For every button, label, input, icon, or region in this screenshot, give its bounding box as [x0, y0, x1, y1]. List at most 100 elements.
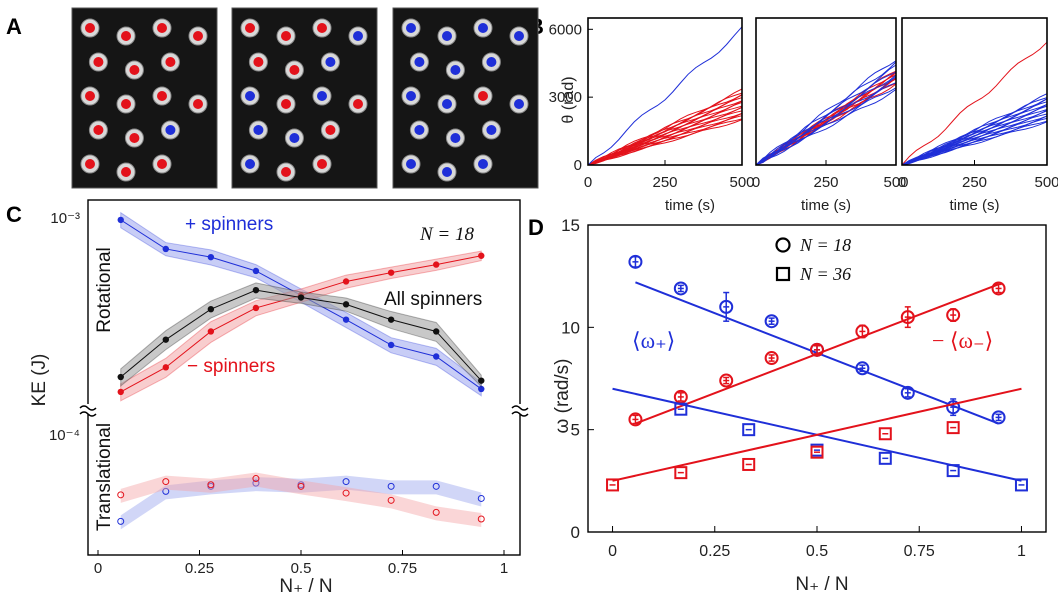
spinner-cap [245, 91, 255, 101]
panel-d-point [900, 385, 915, 400]
panel-c-point [117, 373, 124, 381]
panel-b-trace [755, 60, 897, 166]
panel-d-ylabel: ω (rad/s) [552, 358, 573, 433]
panel-d-point [946, 308, 961, 323]
spinner-cap [486, 57, 497, 67]
panel-c-point [387, 269, 395, 276]
label-omega-plus: ⟨ω₊⟩ [632, 328, 675, 353]
panel-d-point [810, 342, 824, 357]
panel-d-ytick: 5 [571, 421, 580, 440]
panel-b-xlabel-2: time (s) [801, 197, 851, 214]
panel-d-point [900, 310, 915, 325]
axis-break-mark [79, 405, 97, 417]
spinner-cap [85, 91, 95, 101]
spinner-cap [253, 125, 264, 135]
panel-d-point [674, 466, 688, 480]
panel-c-point [432, 508, 440, 516]
spinner-cap [289, 65, 300, 75]
panel-c-point [432, 353, 440, 360]
panel-c-point [342, 278, 350, 285]
panel-b-xtick: 500 [729, 174, 754, 191]
panel-b-ytick: 3000 [549, 89, 582, 106]
panel-b-trace [755, 64, 897, 166]
spinner-cap [129, 65, 140, 75]
spinner-cap [121, 31, 131, 41]
panel-b-trace [901, 121, 1048, 166]
spinner-cap [129, 133, 140, 143]
panel-b-xtick: 500 [1034, 174, 1058, 191]
panel-c-point [297, 294, 305, 301]
spinner-cap [317, 159, 327, 169]
panel-d-point [719, 373, 734, 388]
panel-c-point [207, 253, 215, 261]
panel-b-xtick: 250 [813, 174, 838, 191]
panel-c-point [117, 216, 124, 224]
spinner-cap [450, 133, 461, 143]
panel-b-trace [901, 98, 1048, 166]
panel-d-point [946, 400, 961, 415]
spinner-cap [317, 23, 327, 33]
panel-c-point [162, 487, 170, 495]
panel-c-point [162, 245, 170, 253]
panel-c-point [432, 328, 440, 335]
panel-b-xtick: 250 [962, 174, 987, 191]
spinner-cap [325, 125, 336, 135]
panel-b-xtick: 500 [883, 174, 908, 191]
spinner-cap [442, 99, 452, 109]
legend-circle-marker [775, 237, 791, 253]
panel-b-frame-3 [901, 17, 1048, 166]
panel-c-point [342, 301, 350, 308]
panel-b-trace [755, 88, 897, 166]
panel-c-point [297, 482, 305, 490]
panel-d-point [764, 314, 779, 329]
spinner-cap [165, 57, 176, 67]
panel-c-xtick: 0 [94, 560, 102, 577]
legend-n18: N = 18 [799, 235, 851, 255]
spinner-cap [317, 91, 327, 101]
spinner-cap [353, 31, 363, 41]
panel-b-trace [755, 74, 897, 166]
spinner-cap [289, 133, 300, 143]
panel-c-point [252, 475, 260, 483]
panel-d-point [606, 478, 620, 492]
panel-c-point [162, 336, 170, 343]
label-plus-spinners: + spinners [185, 214, 273, 235]
panel-d-point [1014, 478, 1028, 492]
spinner-cap [93, 57, 104, 67]
panel-d-xlabel: N₊ / N [795, 574, 848, 595]
panel-b-ylabel: θ (rad) [560, 76, 577, 123]
spinner-cap [93, 125, 104, 135]
panel-b-ytick: 6000 [549, 21, 582, 38]
spinner-cap [442, 31, 452, 41]
label-minus-spinners: − spinners [187, 356, 275, 377]
panel-c-xtick: 0.25 [185, 560, 214, 577]
panel-d-point [946, 464, 960, 478]
panel-label-d: D [528, 215, 544, 240]
panel-c-point [117, 491, 125, 499]
spinner-cap [157, 23, 167, 33]
panel-b-trace [587, 88, 743, 166]
panel-d-point [878, 427, 892, 441]
panel-c-point [387, 316, 395, 323]
panel-b-chart: θ (rad) 0 3000 6000 0 250 500 time (s) 0 250 500 t… [549, 17, 1058, 214]
panel-d-point [991, 410, 1006, 425]
panel-b-trace [901, 93, 1048, 166]
spinner-cap [121, 99, 131, 109]
panel-d-point [855, 361, 870, 376]
panel-c-point [252, 479, 260, 487]
panel-d-fit-line [612, 387, 1022, 482]
panel-label-a: A [6, 14, 22, 39]
panel-d-point [673, 281, 688, 296]
spinner-cap [406, 23, 416, 33]
spinner-cap [406, 159, 416, 169]
panel-b-trace [587, 94, 743, 166]
panel-d-point [742, 457, 756, 471]
panel-c-point [478, 252, 485, 259]
panel-b-trace [901, 103, 1048, 166]
panel-c-point [342, 489, 350, 497]
spinner-cap [245, 23, 255, 33]
panel-b-xlabel-1: time (s) [665, 197, 715, 214]
panel-c-point [252, 304, 260, 312]
panel-b-trace [587, 107, 743, 166]
